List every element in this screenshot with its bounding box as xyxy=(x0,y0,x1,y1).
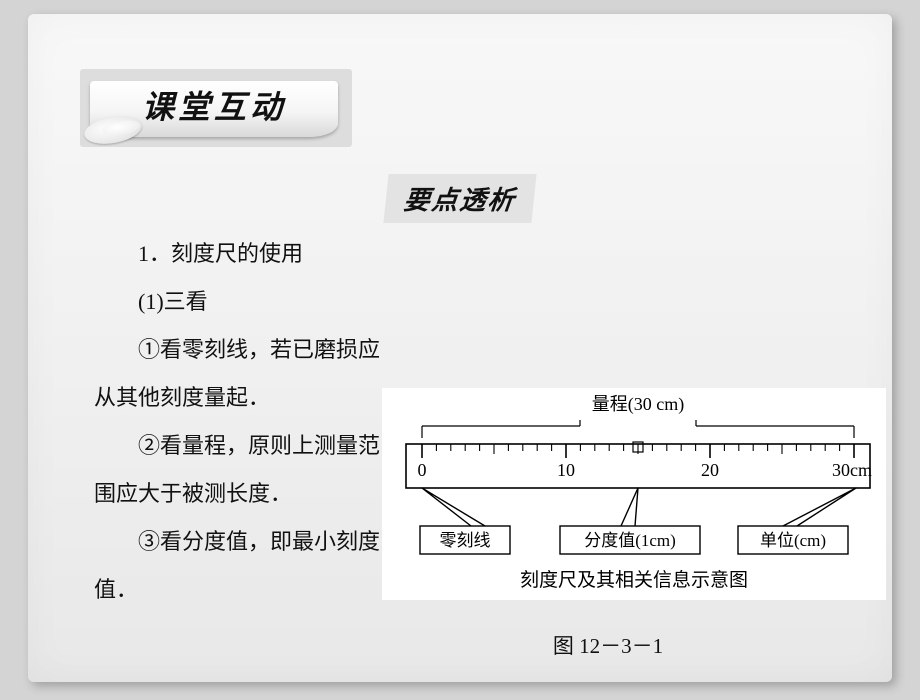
body-p3: ①看零刻线，若已磨损应 xyxy=(94,326,424,374)
page: 课堂互动 要点透析 1．刻度尺的使用 (1)三看 ①看零刻线，若已磨损应 从其他… xyxy=(28,14,892,682)
svg-text:单位(cm): 单位(cm) xyxy=(760,531,826,550)
body-p4: 从其他刻度量起． xyxy=(94,374,424,422)
body-p8: 值． xyxy=(94,566,424,614)
svg-text:分度值(1cm): 分度值(1cm) xyxy=(584,531,676,550)
svg-text:零刻线: 零刻线 xyxy=(440,531,491,550)
svg-text:20: 20 xyxy=(701,460,719,480)
svg-text:0: 0 xyxy=(418,460,427,480)
section-title: 要点透析 xyxy=(383,174,536,223)
body-p2: (1)三看 xyxy=(94,278,424,326)
banner-scroll: 课堂互动 xyxy=(90,81,338,137)
body-p6: 围应大于被测长度． xyxy=(94,470,424,518)
ruler-diagram: 0 10 20 30cm 量程(30 cm) 零刻线 分度值(1cm) 单位(cm) 刻度尺及… xyxy=(382,388,886,600)
svg-text:30cm: 30cm xyxy=(832,460,872,480)
body-p5: ②看量程，原则上测量范 xyxy=(94,422,424,470)
svg-text:量程(30 cm): 量程(30 cm) xyxy=(592,394,684,415)
section-title-wrap: 要点透析 xyxy=(28,174,892,223)
body-p7: ③看分度值，即最小刻度 xyxy=(94,518,424,566)
banner: 课堂互动 xyxy=(80,69,352,147)
body-p1: 1．刻度尺的使用 xyxy=(94,230,424,278)
banner-title: 课堂互动 xyxy=(90,81,338,133)
svg-text:10: 10 xyxy=(557,460,575,480)
figure-label: 图 12－3－1 xyxy=(418,630,798,660)
diagram-caption: 刻度尺及其相关信息示意图 xyxy=(382,565,886,592)
body-text: 1．刻度尺的使用 (1)三看 ①看零刻线，若已磨损应 从其他刻度量起． ②看量程… xyxy=(94,230,424,614)
